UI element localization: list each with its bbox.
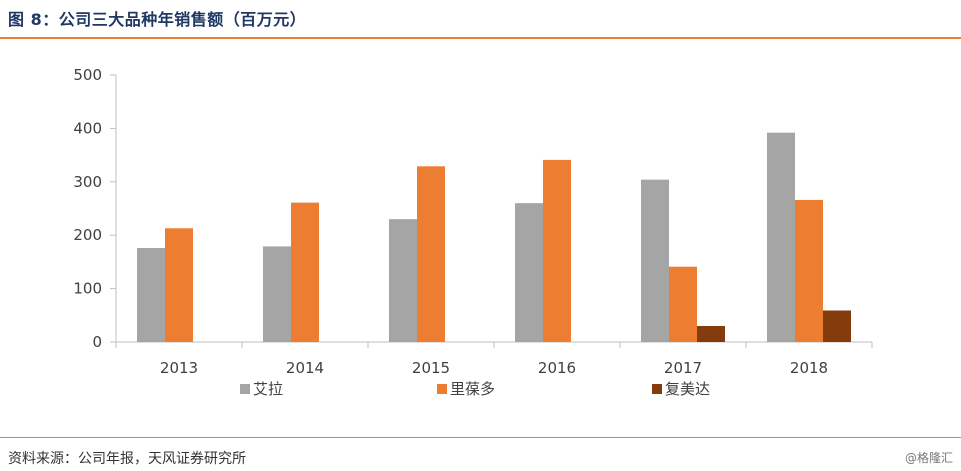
bar-2018-series-1: [767, 132, 795, 342]
bar-2016-series-2: [543, 159, 571, 342]
bar-2013-series-2: [165, 228, 193, 342]
legend-swatch: [240, 384, 250, 394]
y-tick-label: 200: [73, 226, 102, 244]
y-tick-label: 400: [73, 119, 102, 137]
bar-2017-series-1: [641, 179, 669, 342]
y-tick-label: 0: [92, 333, 102, 351]
title-divider: [0, 37, 961, 39]
bar-2018-series-2: [795, 199, 823, 342]
x-tick-label: 2013: [160, 359, 198, 377]
bar-2018-series-3: [823, 310, 851, 342]
footer-divider: [0, 437, 961, 438]
bar-2016-series-1: [515, 203, 543, 342]
y-axis: 0 100 200 300 400 500: [73, 66, 117, 351]
x-tick-label: 2018: [790, 359, 828, 377]
bar-2015-series-1: [389, 219, 417, 342]
bar-2017-series-2: [669, 266, 697, 342]
watermark: @格隆汇: [904, 451, 953, 465]
chart-title: 图 8：公司三大品种年销售额（百万元）: [8, 10, 307, 29]
legend-swatch: [437, 384, 447, 394]
legend-label: 艾拉: [253, 380, 283, 398]
x-tick-label: 2016: [538, 359, 576, 377]
bar-2015-series-2: [417, 166, 445, 342]
x-axis: 2013 2014 2015 2016 2017 2018: [115, 341, 873, 377]
x-tick-label: 2014: [286, 359, 324, 377]
legend-label: 复美达: [665, 380, 710, 398]
legend-label: 里葆多: [450, 380, 495, 398]
bars: [137, 132, 851, 342]
y-tick-label: 300: [73, 173, 102, 191]
x-tick-label: 2017: [664, 359, 702, 377]
legend: 艾拉 里葆多 复美达: [240, 380, 710, 398]
bar-2014-series-2: [291, 202, 319, 342]
legend-swatch: [652, 384, 662, 394]
y-tick-label: 500: [73, 66, 102, 84]
x-tick-label: 2015: [412, 359, 450, 377]
y-tick-label: 100: [73, 280, 102, 298]
bar-2013-series-1: [137, 248, 165, 342]
bar-2014-series-1: [263, 246, 291, 342]
bar-2017-series-3: [697, 325, 725, 342]
source-note: 资料来源：公司年报，天风证券研究所: [8, 451, 246, 467]
